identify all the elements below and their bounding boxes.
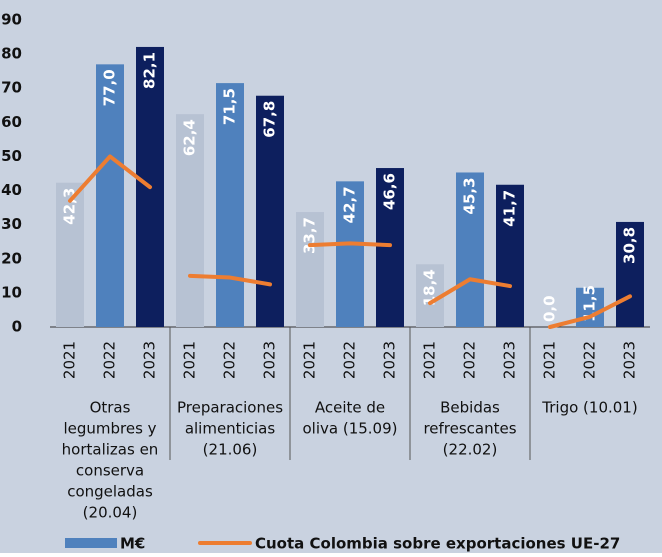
value-label: 0,0 bbox=[541, 295, 559, 322]
x-tick-label: 2023 bbox=[501, 341, 519, 379]
line-series bbox=[68, 154, 152, 203]
line-series bbox=[548, 294, 632, 329]
group-label: Bebidas bbox=[440, 399, 500, 417]
group-label: (22.02) bbox=[443, 441, 498, 459]
x-tick-label: 2023 bbox=[261, 341, 279, 379]
bar bbox=[336, 181, 364, 327]
x-tick-label: 2021 bbox=[421, 341, 439, 379]
group-label: alimenticias bbox=[185, 420, 276, 438]
y-tick-label: 90 bbox=[1, 11, 22, 29]
bar bbox=[96, 64, 124, 327]
x-tick-label: 2021 bbox=[181, 341, 199, 379]
bar bbox=[176, 114, 204, 327]
x-tick-label: 2022 bbox=[461, 341, 479, 379]
bar bbox=[376, 168, 404, 327]
line-series bbox=[308, 241, 392, 248]
bar bbox=[296, 212, 324, 327]
value-label: 62,4 bbox=[181, 119, 199, 156]
y-tick-label: 60 bbox=[1, 113, 22, 131]
value-label: 71,5 bbox=[221, 88, 239, 125]
x-tick-label: 2022 bbox=[101, 341, 119, 379]
line-series bbox=[428, 277, 512, 306]
value-label: 41,7 bbox=[501, 190, 519, 227]
x-tick-label: 2021 bbox=[301, 341, 319, 379]
x-tick-label: 2022 bbox=[341, 341, 359, 379]
y-tick-label: 40 bbox=[1, 181, 22, 199]
y-tick-label: 30 bbox=[1, 215, 22, 233]
y-tick-label: 50 bbox=[1, 147, 22, 165]
value-label: 42,7 bbox=[341, 186, 359, 223]
y-tick-label: 80 bbox=[1, 45, 22, 63]
group-label: (20.04) bbox=[83, 504, 138, 522]
y-tick-label: 10 bbox=[1, 283, 22, 301]
group-label: legumbres y bbox=[63, 420, 156, 438]
legend-swatch bbox=[65, 538, 117, 548]
group-label: Aceite de bbox=[315, 399, 385, 417]
x-tick-label: 2023 bbox=[621, 341, 639, 379]
group-label: hortalizas en bbox=[62, 441, 159, 459]
group-label: Preparaciones bbox=[177, 399, 283, 417]
group-label: (21.06) bbox=[203, 441, 258, 459]
legend-label: Cuota Colombia sobre exportaciones UE-27 bbox=[255, 535, 620, 553]
value-label: 33,7 bbox=[301, 217, 319, 254]
bar bbox=[256, 95, 284, 327]
value-label: 45,3 bbox=[461, 177, 479, 214]
value-label: 82,1 bbox=[141, 52, 159, 89]
group-label: congeladas bbox=[67, 483, 153, 501]
line-series bbox=[188, 273, 272, 287]
value-label: 77,0 bbox=[101, 69, 119, 106]
bar bbox=[496, 184, 524, 327]
group-label: conserva bbox=[76, 462, 144, 480]
bar bbox=[216, 83, 244, 327]
x-tick-label: 2023 bbox=[141, 341, 159, 379]
bar bbox=[56, 182, 84, 327]
value-label: 30,8 bbox=[621, 227, 639, 264]
x-tick-label: 2021 bbox=[541, 341, 559, 379]
y-tick-label: 0 bbox=[12, 318, 22, 336]
value-label: 67,8 bbox=[261, 101, 279, 138]
x-tick-label: 2023 bbox=[381, 341, 399, 379]
x-tick-label: 2021 bbox=[61, 341, 79, 379]
group-label: Trigo (10.01) bbox=[541, 399, 637, 417]
group-label: refrescantes bbox=[423, 420, 516, 438]
legend-label: M€ bbox=[120, 535, 145, 553]
bar bbox=[456, 172, 484, 327]
bar bbox=[616, 221, 644, 327]
group-label: Otras bbox=[90, 399, 131, 417]
value-label: 46,6 bbox=[381, 173, 399, 210]
x-tick-label: 2022 bbox=[221, 341, 239, 379]
value-label: 18,4 bbox=[421, 269, 439, 306]
y-tick-label: 20 bbox=[1, 249, 22, 267]
x-tick-label: 2022 bbox=[581, 341, 599, 379]
y-tick-label: 70 bbox=[1, 79, 22, 97]
group-label: oliva (15.09) bbox=[303, 420, 398, 438]
